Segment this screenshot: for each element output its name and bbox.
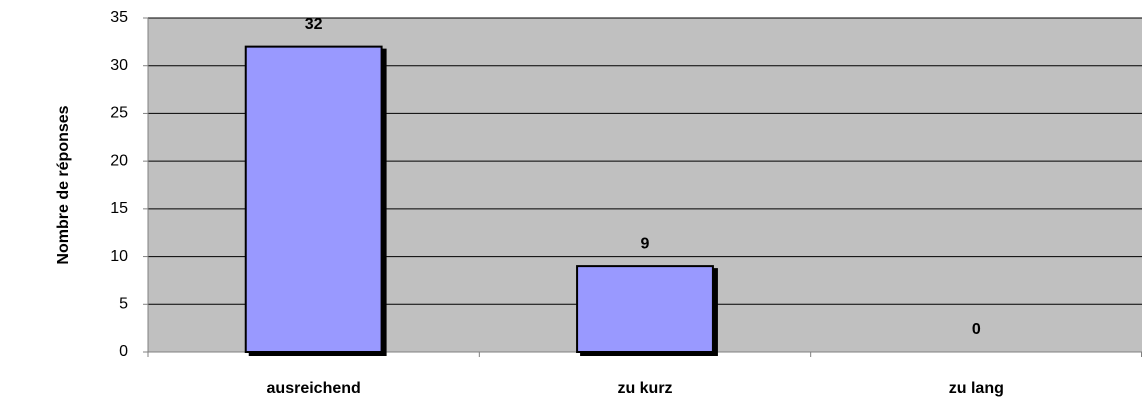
y-tick-label: 25 bbox=[110, 105, 128, 122]
y-tick-label: 20 bbox=[110, 152, 128, 169]
bar bbox=[576, 265, 714, 353]
data-label: 0 bbox=[972, 321, 981, 338]
y-tick-label: 0 bbox=[119, 343, 128, 360]
data-label: 32 bbox=[305, 16, 323, 33]
x-tick-label: ausreichend bbox=[267, 380, 361, 397]
y-tick-label: 10 bbox=[110, 248, 128, 265]
y-tick-label: 30 bbox=[110, 57, 128, 74]
data-label: 9 bbox=[641, 235, 650, 252]
x-tick-label: zu lang bbox=[949, 380, 1004, 397]
y-tick-label: 5 bbox=[119, 296, 128, 313]
x-tick-label: zu kurz bbox=[617, 380, 672, 397]
y-tick-label: 35 bbox=[110, 9, 128, 26]
bar bbox=[244, 45, 383, 353]
y-axis-label: Nombre de réponses bbox=[55, 105, 72, 264]
y-tick-label: 15 bbox=[110, 200, 128, 217]
